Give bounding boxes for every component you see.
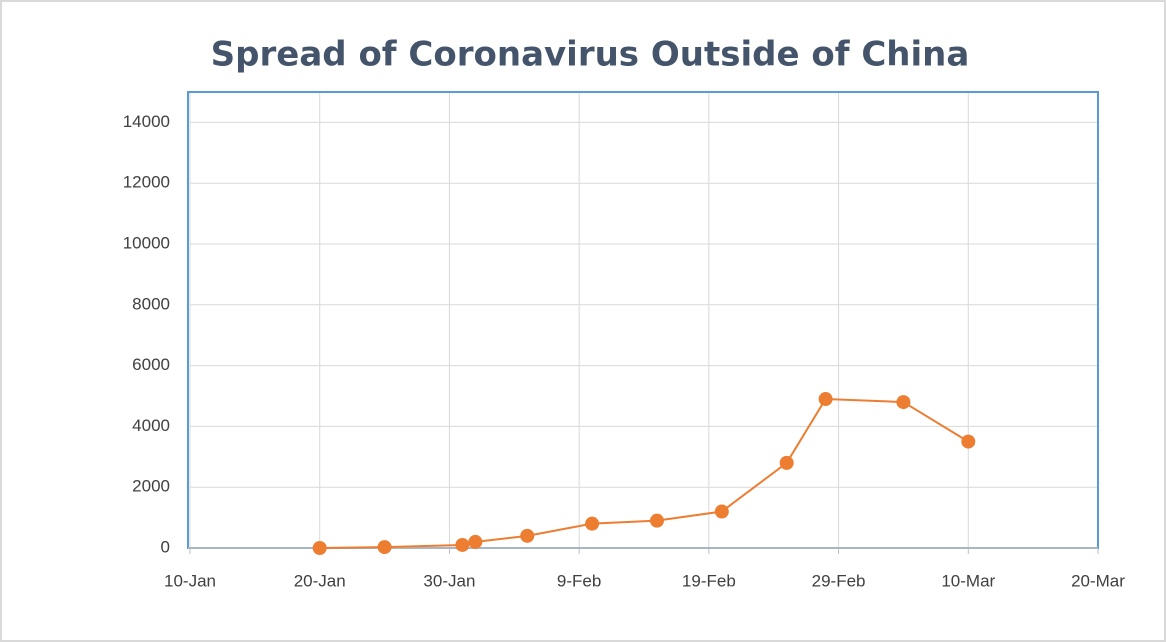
x-tick-label: 20-Mar bbox=[1071, 571, 1125, 590]
x-tick-label: 9-Feb bbox=[557, 571, 601, 590]
y-tick-label: 10000 bbox=[123, 233, 170, 252]
data-point bbox=[455, 537, 470, 552]
y-tick-label: 8000 bbox=[132, 294, 170, 313]
chart-title: Spread of Coronavirus Outside of China bbox=[211, 35, 970, 75]
y-tick-label: 12000 bbox=[123, 173, 170, 192]
x-tick-label: 20-Jan bbox=[294, 571, 346, 590]
y-tick-label: 4000 bbox=[132, 416, 170, 435]
data-point bbox=[649, 513, 664, 528]
data-point bbox=[961, 434, 976, 449]
data-point bbox=[377, 540, 392, 555]
x-tick-label: 30-Jan bbox=[423, 571, 475, 590]
x-tick-label: 10-Mar bbox=[941, 571, 995, 590]
data-point bbox=[714, 504, 729, 519]
data-point bbox=[468, 534, 483, 549]
x-tick-label: 29-Feb bbox=[812, 571, 866, 590]
y-tick-label: 2000 bbox=[132, 477, 170, 496]
x-tick-label: 19-Feb bbox=[682, 571, 736, 590]
data-point bbox=[779, 455, 794, 470]
y-tick-label: 0 bbox=[161, 537, 170, 556]
data-point bbox=[818, 392, 833, 407]
series-line bbox=[319, 398, 969, 549]
data-point bbox=[520, 528, 535, 543]
data-point bbox=[585, 516, 600, 531]
data-point bbox=[896, 395, 911, 410]
y-tick-label: 6000 bbox=[132, 355, 170, 374]
x-tick-label: 10-Jan bbox=[164, 571, 216, 590]
data-point bbox=[312, 541, 327, 555]
y-tick-label: 14000 bbox=[123, 112, 170, 131]
